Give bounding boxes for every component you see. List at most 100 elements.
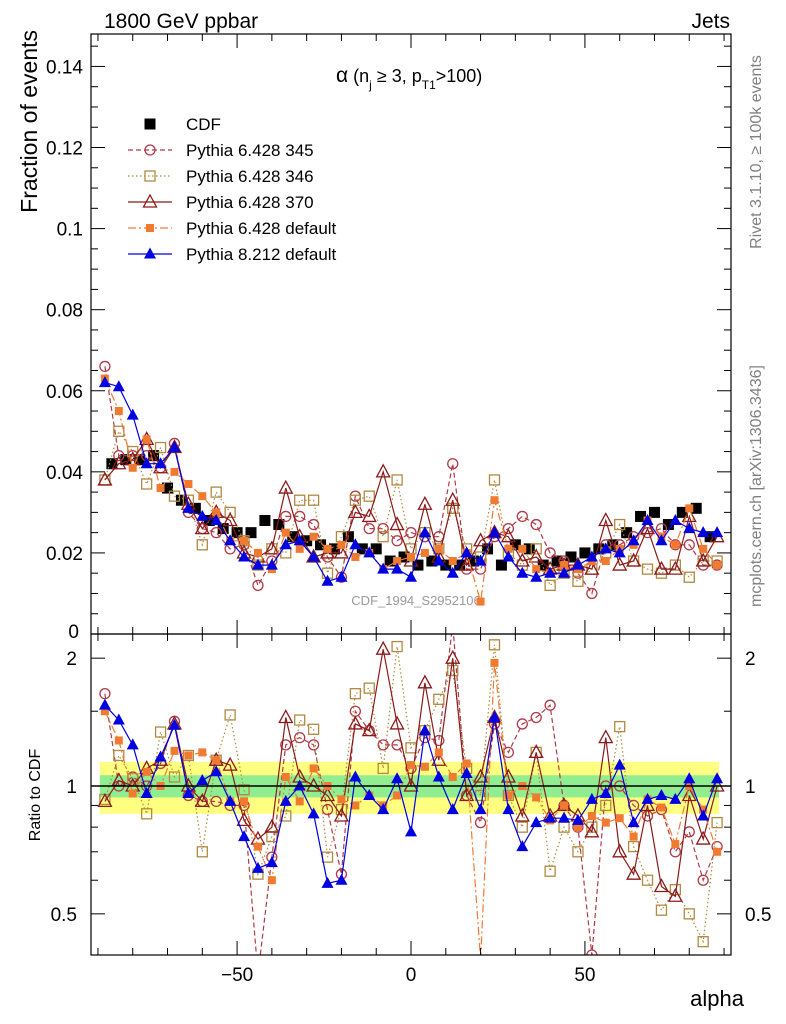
ratio-series-pythia-6-428-370 bbox=[97, 640, 725, 902]
main-point-pythia-6-428-345 bbox=[391, 535, 403, 547]
main-point-cdf bbox=[217, 523, 229, 535]
main-point-pythia-6-428-345 bbox=[99, 360, 111, 373]
main-point-pythia-6-428-346 bbox=[377, 531, 389, 543]
main-point-cdf bbox=[301, 535, 313, 547]
legend-marker-pythia-6-428-345 bbox=[144, 144, 156, 156]
ratio-point-pythia-8-212-default bbox=[516, 840, 529, 852]
legend-label-pythia-6-428-370: Pythia 6.428 370 bbox=[186, 193, 314, 212]
main-point-pythia-6-428-default bbox=[699, 544, 708, 553]
ratio-point-pythia-6-428-370 bbox=[709, 777, 725, 792]
main-point-pythia-8-212-default bbox=[418, 526, 431, 538]
ratio-series-pythia-6-428-346 bbox=[99, 639, 723, 948]
ratio-point-pythia-6-428-default bbox=[629, 832, 638, 841]
ratio-ytick-label: 1 bbox=[745, 777, 756, 798]
ratio-point-pythia-6-428-default bbox=[462, 759, 471, 768]
main-point-pythia-6-428-346 bbox=[544, 579, 556, 592]
ratio-point-pythia-6-428-346 bbox=[544, 865, 556, 877]
ratio-ytick-label: 0.5 bbox=[745, 905, 771, 926]
ratio-point-pythia-6-428-370 bbox=[486, 709, 503, 724]
ratio-point-pythia-8-212-default bbox=[349, 770, 362, 782]
main-point-pythia-6-428-345 bbox=[280, 510, 292, 523]
main-point-cdf bbox=[273, 519, 285, 531]
main-point-pythia-6-428-default bbox=[560, 561, 569, 570]
main-point-pythia-6-428-default bbox=[476, 597, 485, 606]
main-point-pythia-6-428-default bbox=[281, 528, 290, 537]
ratio-point-pythia-6-428-default bbox=[281, 773, 290, 782]
main-point-pythia-8-212-default bbox=[321, 574, 334, 586]
ratio-point-pythia-8-212-default bbox=[669, 792, 682, 804]
main-point-cdf bbox=[162, 482, 174, 494]
main-point-pythia-6-428-345 bbox=[377, 522, 389, 535]
ratio-point-pythia-6-428-default bbox=[448, 773, 457, 782]
ratio-series-pythia-8-212-default bbox=[98, 698, 724, 888]
ratio-point-pythia-6-428-default bbox=[560, 801, 569, 810]
ratio-point-pythia-6-428-345 bbox=[307, 739, 320, 751]
main-point-pythia-6-428-default bbox=[448, 557, 457, 566]
axis-ticks: 0.02 0.04 0.06 0.08 0.1 0.12 0.14 0 −50 0 50 0.5 0.5… bbox=[46, 34, 771, 986]
main-series-cdf bbox=[106, 450, 716, 571]
main-point-pythia-6-428-346 bbox=[683, 571, 695, 583]
ratio-point-pythia-6-428-default bbox=[142, 767, 151, 776]
ratio-point-pythia-6-428-346 bbox=[572, 846, 584, 858]
ratio-point-pythia-8-212-default bbox=[544, 811, 557, 823]
main-point-cdf bbox=[412, 559, 424, 571]
main-point-cdf bbox=[509, 539, 521, 551]
main-point-pythia-6-428-370 bbox=[653, 560, 670, 575]
main-title-symbol: α bbox=[336, 64, 348, 87]
main-ytick-label: 0.04 bbox=[46, 463, 83, 484]
ratio-point-pythia-8-212-default bbox=[599, 787, 612, 799]
main-point-pythia-6-428-370 bbox=[626, 552, 642, 567]
main-point-pythia-6-428-default bbox=[601, 557, 610, 566]
ratio-point-pythia-6-428-default bbox=[393, 791, 402, 800]
main-point-pythia-6-428-default bbox=[142, 435, 151, 444]
ratio-point-pythia-6-428-346 bbox=[141, 808, 153, 820]
ratio-point-pythia-8-212-default bbox=[224, 794, 237, 806]
main-point-pythia-6-428-370 bbox=[695, 552, 711, 567]
main-point-pythia-6-428-370 bbox=[445, 491, 461, 506]
ratio-point-pythia-6-428-370 bbox=[528, 744, 544, 759]
ratio-point-pythia-8-212-default bbox=[627, 816, 640, 828]
main-point-pythia-6-428-370 bbox=[389, 516, 405, 531]
ratio-point-pythia-6-428-default bbox=[573, 823, 582, 832]
ratio-point-pythia-6-428-default bbox=[212, 756, 221, 765]
main-point-pythia-6-428-346 bbox=[224, 506, 236, 519]
main-point-pythia-6-428-346 bbox=[196, 539, 208, 551]
ratio-point-pythia-6-428-345 bbox=[516, 718, 528, 730]
main-point-cdf bbox=[426, 555, 438, 567]
main-point-pythia-6-428-default bbox=[309, 532, 318, 541]
ratio-point-pythia-8-212-default bbox=[251, 861, 264, 873]
ratio-point-pythia-6-428-370 bbox=[278, 709, 294, 724]
main-point-pythia-6-428-default bbox=[685, 504, 694, 513]
ratio-point-pythia-6-428-370 bbox=[626, 865, 642, 880]
main-point-pythia-8-212-default bbox=[627, 534, 640, 546]
ratio-point-pythia-6-428-default bbox=[420, 762, 429, 771]
ratio-point-pythia-6-428-345 bbox=[433, 734, 445, 747]
main-point-pythia-8-212-default bbox=[265, 558, 278, 570]
main-point-pythia-8-212-default bbox=[558, 566, 571, 578]
main-point-pythia-6-428-345 bbox=[530, 518, 542, 531]
ratio-point-pythia-6-428-default bbox=[477, 956, 485, 964]
legend-item-cdf: CDF bbox=[144, 115, 221, 134]
ratio-uncertainty-bands bbox=[99, 761, 720, 814]
mcplots-label: mcplots.cern.ch [arXiv:1306.3436] bbox=[748, 365, 765, 607]
ratio-point-pythia-8-212-default bbox=[655, 788, 668, 800]
ratio-point-pythia-6-428-346 bbox=[516, 821, 528, 833]
ratio-point-pythia-6-428-346 bbox=[488, 639, 501, 651]
ratio-point-pythia-6-428-370 bbox=[306, 777, 322, 792]
main-point-pythia-6-428-370 bbox=[681, 508, 697, 523]
ratio-point-pythia-6-428-default bbox=[253, 842, 262, 851]
main-point-pythia-6-428-370 bbox=[486, 524, 503, 539]
main-point-pythia-6-428-370 bbox=[194, 520, 210, 535]
ratio-point-pythia-6-428-370 bbox=[333, 807, 350, 822]
main-point-pythia-6-428-370 bbox=[598, 512, 614, 527]
ratio-point-pythia-6-428-default bbox=[100, 707, 109, 716]
main-point-pythia-8-212-default bbox=[238, 550, 251, 562]
ratio-point-pythia-6-428-346 bbox=[196, 846, 208, 858]
main-point-pythia-8-212-default bbox=[474, 554, 487, 566]
ratio-point-pythia-6-428-345 bbox=[280, 739, 292, 751]
legend-marker-cdf bbox=[144, 118, 156, 130]
main-point-cdf bbox=[551, 555, 563, 567]
main-point-pythia-6-428-370 bbox=[333, 544, 350, 559]
ratio-point-pythia-6-428-default bbox=[267, 876, 276, 885]
main-point-cdf bbox=[440, 559, 452, 571]
